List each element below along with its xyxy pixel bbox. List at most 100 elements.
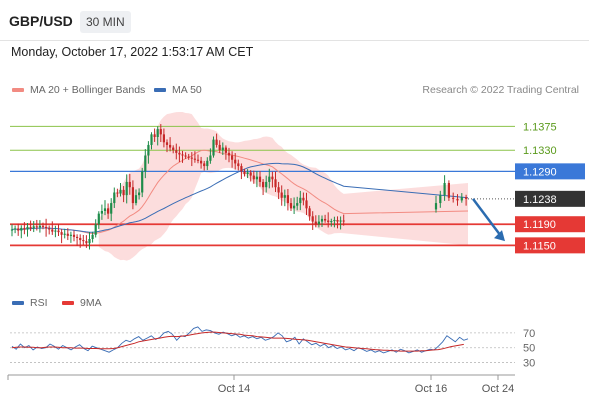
legend-ma9-label: 9MA	[80, 297, 102, 309]
x-tick-label: Oct 16	[415, 383, 447, 395]
candle	[320, 215, 324, 228]
candle	[147, 141, 150, 164]
candle	[159, 124, 162, 143]
candle	[327, 212, 330, 228]
candle	[209, 148, 212, 164]
candle	[162, 128, 165, 148]
candle	[76, 234, 79, 246]
ma50-swatch	[154, 88, 166, 93]
candle	[302, 192, 305, 206]
candle	[141, 167, 144, 198]
candle	[434, 195, 438, 213]
symbol-label: GBP/USD	[9, 13, 73, 29]
candle	[116, 188, 119, 198]
candle	[339, 216, 342, 230]
candle	[103, 200, 107, 216]
datetime-label: Monday, October 17, 2022 1:53:17 AM CET	[11, 45, 254, 59]
candle	[333, 216, 336, 228]
candle	[317, 215, 320, 228]
candle	[66, 228, 69, 241]
candle	[165, 139, 169, 153]
candle	[258, 171, 262, 187]
candle	[85, 235, 88, 248]
candle	[305, 192, 308, 216]
candle	[60, 228, 63, 244]
candle	[268, 168, 271, 189]
candle	[280, 185, 283, 206]
candle	[156, 126, 159, 146]
ma9-swatch	[62, 301, 74, 306]
level-label-1.1290: 1.1290	[523, 166, 557, 178]
candle	[336, 216, 339, 229]
level-label-1.1190: 1.1190	[523, 219, 556, 231]
candle	[283, 189, 286, 207]
forecast-arrow	[472, 198, 505, 242]
candle	[113, 187, 116, 208]
rsi-tick-50: 50	[523, 343, 535, 355]
candle	[465, 194, 468, 206]
candle	[342, 214, 345, 226]
level-labels: 1.1375 1.1330 1.1290 1.1238 1.1190 1.1150	[515, 121, 585, 254]
candle	[184, 152, 187, 159]
candle	[299, 190, 302, 211]
candle	[128, 173, 131, 195]
ma20-swatch	[12, 88, 24, 93]
candle	[125, 174, 128, 204]
candle	[107, 203, 110, 219]
rsi-panel: 70 50 30	[10, 326, 535, 370]
chart-header: GBP/USD 30 MIN	[0, 0, 589, 41]
candle	[224, 145, 227, 160]
level-label-1.1330: 1.1330	[523, 145, 557, 157]
x-tick-label: Oct 24	[482, 383, 514, 395]
legend-ma50-label: MA 50	[172, 84, 202, 96]
candle	[271, 171, 274, 188]
candle	[265, 175, 268, 193]
candle	[45, 218, 48, 237]
candle	[215, 133, 218, 148]
candle	[38, 220, 41, 233]
candle	[289, 198, 293, 211]
candle	[94, 219, 97, 238]
candle	[206, 157, 209, 171]
candle	[237, 159, 240, 171]
moving-averages	[11, 149, 469, 235]
candle	[17, 223, 20, 236]
x-tick-label: Oct 14	[218, 383, 250, 395]
candle	[26, 222, 29, 237]
candles	[10, 124, 468, 250]
candle	[311, 211, 314, 230]
candle	[246, 169, 249, 179]
candle	[196, 154, 200, 164]
candle	[150, 132, 153, 150]
level-label-1.1375: 1.1375	[523, 121, 557, 133]
candle	[72, 230, 76, 242]
candle	[221, 142, 224, 155]
candle	[277, 181, 280, 200]
timeframe-badge[interactable]: 30 MIN	[80, 11, 131, 33]
candle	[193, 151, 196, 163]
candle	[296, 196, 299, 211]
candle	[134, 189, 138, 206]
candle	[243, 168, 246, 177]
credit-text: Research © 2022 Trading Central	[422, 84, 579, 96]
legend-ma20: MA 20 + Bollinger Bands	[12, 84, 145, 96]
candle	[131, 180, 134, 210]
candle	[443, 175, 446, 201]
candle	[218, 140, 221, 154]
candle	[172, 145, 175, 154]
candle	[175, 143, 178, 160]
candle	[231, 151, 234, 168]
candle	[314, 215, 317, 228]
candle	[35, 219, 38, 231]
candle	[240, 163, 243, 180]
candle	[452, 192, 455, 203]
candle	[29, 220, 32, 232]
candle	[203, 160, 206, 171]
candle	[91, 231, 94, 243]
candle	[249, 170, 252, 182]
candle	[460, 193, 463, 203]
candle	[82, 234, 85, 245]
candle	[100, 204, 103, 220]
level-label-1.1150: 1.1150	[523, 240, 556, 252]
